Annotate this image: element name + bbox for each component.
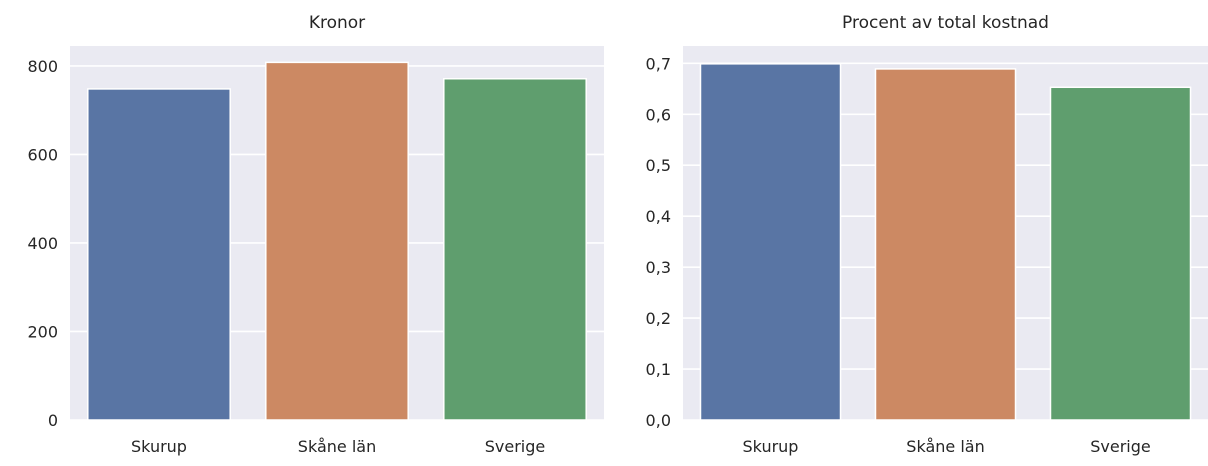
y-tick-label: 0,0 xyxy=(646,411,671,430)
chart-kronor: Kronor 0 200 400 600 800 Skurup Skåne län Sveri… xyxy=(27,13,604,456)
chart-procent: Procent av total kostnad 0,0 0,1 0,2 0,3 0,4… xyxy=(646,13,1208,456)
bar xyxy=(87,88,231,421)
bar xyxy=(265,61,409,421)
chart-title: Procent av total kostnad xyxy=(842,13,1049,33)
x-tick-label: Sverige xyxy=(1090,437,1151,456)
y-tick-label: 0,1 xyxy=(646,360,671,379)
x-tick-label: Skurup xyxy=(743,437,799,456)
y-tick-label: 200 xyxy=(27,322,58,341)
bar xyxy=(443,78,587,421)
y-tick-label: 0,2 xyxy=(646,309,671,328)
bar xyxy=(699,63,842,421)
y-tick-label: 400 xyxy=(27,234,58,253)
y-tick-label: 0,4 xyxy=(646,207,671,226)
y-tick-label: 0 xyxy=(48,411,58,430)
x-tick-label: Sverige xyxy=(485,437,546,456)
y-tick-label: 0,6 xyxy=(646,105,671,124)
y-tick-label: 0,3 xyxy=(646,258,671,277)
y-tick-label: 800 xyxy=(27,57,58,76)
bar xyxy=(1049,86,1192,421)
x-tick-label: Skåne län xyxy=(906,437,984,456)
y-tick-label: 0,7 xyxy=(646,54,671,73)
chart-title: Kronor xyxy=(309,13,365,33)
y-tick-label: 600 xyxy=(27,145,58,164)
y-tick-label: 0,5 xyxy=(646,156,671,175)
x-tick-label: Skurup xyxy=(131,437,187,456)
bar xyxy=(874,68,1017,421)
x-tick-label: Skåne län xyxy=(298,437,376,456)
